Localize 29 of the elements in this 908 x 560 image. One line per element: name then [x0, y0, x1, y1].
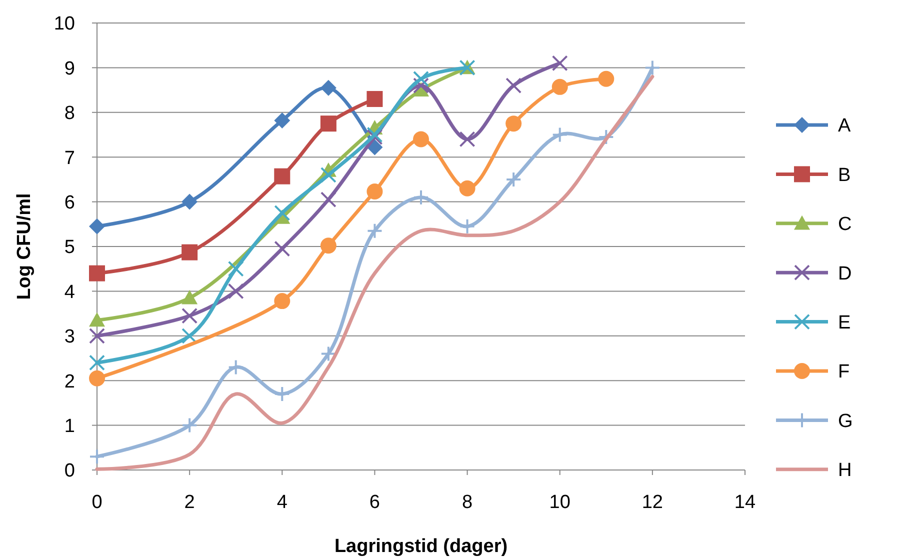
- legend-label: B: [838, 164, 851, 186]
- x-tick-label: 10: [549, 492, 570, 513]
- x-tick-label: 6: [369, 492, 380, 513]
- y-tick-label: 2: [64, 371, 75, 392]
- legend-label: C: [838, 214, 852, 236]
- x-tick-label: 2: [184, 492, 195, 513]
- legend-label: E: [838, 312, 851, 334]
- y-tick-label: 8: [64, 103, 75, 124]
- y-tick-label: 9: [64, 58, 75, 80]
- y-tick-label: 3: [64, 326, 75, 348]
- y-tick-label: 5: [64, 237, 75, 258]
- y-tick-label: 10: [54, 14, 75, 35]
- x-tick-label: 12: [642, 492, 663, 513]
- x-tick-label: 4: [276, 492, 288, 513]
- x-tick-label: 8: [462, 492, 473, 513]
- y-tick-label: 6: [64, 192, 75, 214]
- y-axis-title: Log CFU/ml: [14, 193, 35, 300]
- legend-label: G: [838, 410, 853, 432]
- y-tick-label: 1: [64, 416, 75, 437]
- legend-label: A: [838, 116, 851, 137]
- x-tick-label: 14: [734, 492, 756, 513]
- y-tick-label: 7: [64, 148, 75, 169]
- y-tick-label: 4: [64, 282, 76, 303]
- legend-label: F: [838, 362, 850, 383]
- legend-label: H: [838, 460, 852, 482]
- x-tick-label: 0: [92, 492, 102, 513]
- x-axis-title: Lagringstid (dager): [334, 536, 508, 557]
- y-tick-label: 0: [64, 460, 75, 482]
- legend-label: D: [838, 263, 852, 284]
